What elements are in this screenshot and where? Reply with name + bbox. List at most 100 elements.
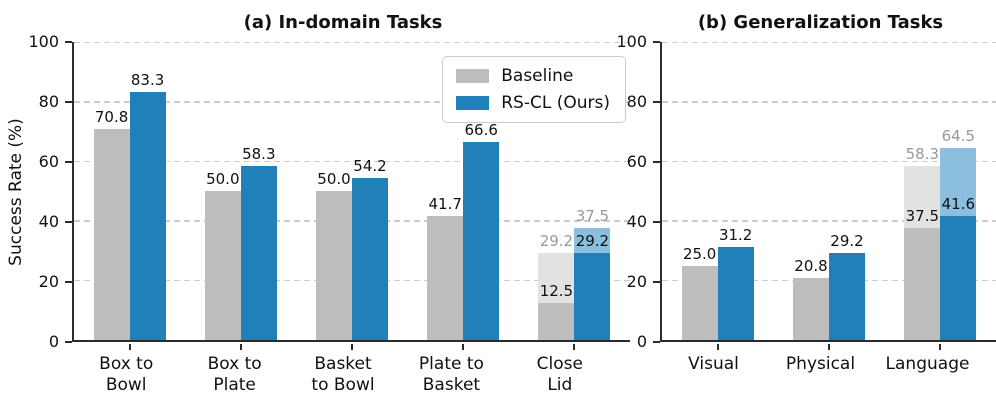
bar-baseline-basket-to-bowl [316, 191, 352, 340]
y-axis-gutter: Success Rate (%) 0 20 40 60 80 100 [0, 32, 72, 351]
x-tick-mark-plate-to-basket [462, 344, 465, 350]
panel-in-domain: (a) In-domain Tasks Success Rate (%) 0 20… [0, 12, 630, 396]
value-label-rscl-language: 41.6 [941, 195, 976, 214]
x-tick-mark-language [939, 344, 942, 350]
y-tick-mark-60 [65, 161, 72, 163]
bar-baseline-visual [681, 265, 718, 340]
bar-pair-visual: 25.0 31.2 [681, 42, 754, 340]
bar-baseline-box-to-plate [204, 191, 241, 340]
value-label-rscl-light-language: 64.5 [941, 126, 976, 145]
bar-slot-rscl-box-to-bowl: 83.3 [129, 42, 166, 340]
value-label-rscl-basket-to-bowl: 54.2 [353, 157, 387, 176]
gridline-100 [74, 41, 630, 43]
bar-baseline-close-lid [538, 302, 575, 340]
x-category-label-physical: Physical [785, 354, 856, 374]
legend-label-rscl: RS-CL (Ours) [501, 93, 610, 113]
value-label-rscl-visual: 31.2 [718, 226, 753, 245]
bar-group-visual: 25.0 31.2 [662, 42, 773, 350]
bar-slot-baseline-box-to-bowl: 70.8 [93, 42, 130, 340]
x-category-label-box-to-bowl: Box to Bowl [99, 354, 154, 395]
bar-pair-language: 58.3 37.5 64.5 41.6 [904, 42, 977, 340]
bar-slot-baseline-visual: 25.0 [681, 42, 718, 340]
bar-rscl-language [940, 216, 977, 340]
x-category-label-visual: Visual [688, 354, 739, 374]
bar-group-box-to-bowl: 70.8 83.3 [74, 42, 185, 350]
bar-slot-baseline-close-lid: 29.2 12.5 [538, 42, 575, 340]
x-category-label-language: Language [885, 354, 970, 374]
value-label-rscl-box-to-plate: 58.3 [242, 145, 276, 164]
bar-group-plate-to-basket: 41.7 66.6 [408, 42, 519, 350]
y-tick-mark-60 [653, 161, 660, 163]
y-tick-mark-100 [653, 41, 660, 43]
y-axis-gutter: 0 20 40 60 80 100 [616, 32, 660, 351]
gridline-40 [662, 220, 996, 222]
bar-slot-baseline-box-to-plate: 50.0 [204, 42, 241, 340]
bar-slot-rscl-physical: 29.2 [828, 42, 865, 340]
legend-swatch-baseline [456, 69, 490, 83]
gridline-100 [662, 41, 996, 43]
bar-slot-rscl-language: 64.5 41.6 [940, 42, 977, 340]
x-tick-mark-visual [716, 344, 719, 350]
y-tick-label-40: 40 [626, 212, 647, 231]
x-category-label-basket-to-bowl: Basket to Bowl [311, 354, 375, 395]
value-label-baseline-basket-to-bowl: 50.0 [317, 170, 351, 188]
y-tick-label-80: 80 [626, 92, 647, 111]
legend-entry-rscl: RS-CL (Ours) [456, 93, 610, 113]
bar-rscl-box-to-bowl [129, 91, 166, 340]
bar-group-physical: 20.8 29.2 [773, 42, 884, 350]
bar-group-basket-to-bowl: 50.0 54.2 [296, 42, 407, 350]
bar-slot-rscl-plate-to-basket: 66.6 [463, 42, 500, 340]
bar-pair-physical: 20.8 29.2 [792, 42, 865, 340]
value-label-rscl-box-to-bowl: 83.3 [130, 70, 165, 89]
gridline-80 [74, 101, 630, 103]
value-label-rscl-close-lid: 29.2 [575, 231, 610, 250]
legend-label-baseline: Baseline [501, 66, 574, 86]
y-tick-mark-40 [653, 221, 660, 223]
bar-rscl-plate-to-basket [463, 141, 500, 340]
bar-group-box-to-plate: 50.0 58.3 [185, 42, 296, 350]
bar-pair-plate-to-basket: 41.7 66.6 [427, 42, 500, 340]
bar-groups: 70.8 83.3 50.0 58.3 50.0 54.2 41.7 66.6 29.2 12.5… [74, 42, 630, 350]
value-label-rscl-light-close-lid: 37.5 [575, 207, 610, 226]
bar-baseline-language [904, 228, 941, 340]
y-tick-mark-100 [65, 41, 72, 43]
y-tick-label-0: 0 [48, 332, 59, 351]
x-tick-mark-box-to-bowl [128, 344, 131, 350]
bar-slot-rscl-visual: 31.2 [717, 42, 754, 340]
y-tick-mark-0 [653, 341, 660, 343]
bar-group-language: 58.3 37.5 64.5 41.6 [885, 42, 996, 350]
value-label-baseline-light-language: 58.3 [905, 145, 940, 164]
y-tick-mark-80 [65, 101, 72, 103]
y-tick-label-100: 100 [616, 32, 647, 51]
value-label-baseline-close-lid: 12.5 [539, 281, 574, 300]
y-tick-mark-20 [65, 281, 72, 283]
x-category-label-close-lid: Close Lid [536, 354, 583, 395]
bar-slot-baseline-basket-to-bowl: 50.0 [316, 42, 352, 340]
bar-pair-box-to-bowl: 70.8 83.3 [93, 42, 166, 340]
chart-title-in-domain: (a) In-domain Tasks [243, 12, 443, 33]
bar-slot-baseline-physical: 20.8 [792, 42, 829, 340]
value-label-baseline-physical: 20.8 [794, 257, 828, 276]
legend-swatch-rscl [456, 96, 490, 110]
bar-rscl-visual [717, 247, 754, 340]
bar-rscl-basket-to-bowl [352, 178, 388, 340]
value-label-rscl-physical: 29.2 [830, 231, 864, 250]
y-tick-label-60: 60 [626, 152, 647, 171]
bar-group-close-lid: 29.2 12.5 37.5 29.2 [519, 42, 630, 350]
x-category-label-plate-to-basket: Plate to Basket [418, 354, 484, 395]
plot-area-in-domain: Baseline RS-CL (Ours) 70.8 83.3 50.0 58.3 50… [72, 41, 630, 350]
y-tick-label-40: 40 [38, 212, 59, 231]
y-tick-label-20: 20 [626, 272, 647, 291]
x-axis-labels-in-domain: Box to Bowl Box to Plate Basket to Bowl Plate … [72, 354, 614, 396]
bar-baseline-physical [792, 278, 829, 340]
y-axis-label: Success Rate (%) [6, 118, 26, 266]
bar-slot-rscl-basket-to-bowl: 54.2 [352, 42, 388, 340]
bar-rscl-close-lid [574, 252, 611, 340]
x-axis-labels-generalization: Visual Physical Language [660, 354, 981, 375]
value-label-baseline-plate-to-basket: 41.7 [428, 194, 462, 213]
y-tick-mark-20 [653, 281, 660, 283]
bar-baseline-plate-to-basket [427, 215, 464, 340]
value-label-baseline-language: 37.5 [905, 207, 940, 226]
bar-groups: 25.0 31.2 20.8 29.2 58.3 37.5 64.5 41.6 [662, 42, 996, 350]
